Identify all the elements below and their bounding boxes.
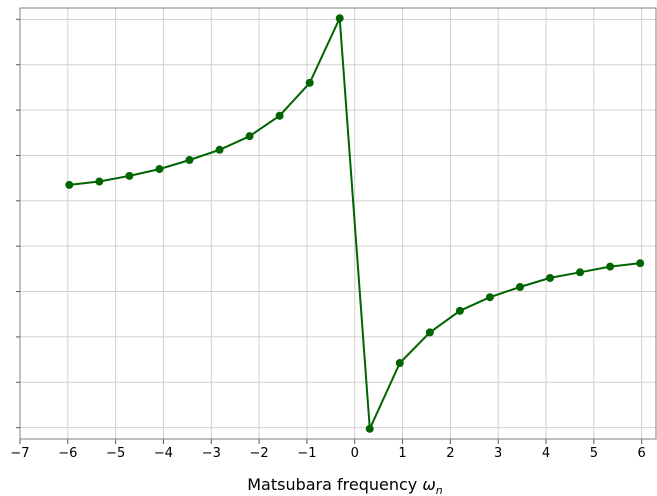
- plot-frame: [19, 7, 657, 440]
- x-tick-label: −7: [10, 446, 29, 461]
- series-line: [69, 14, 641, 430]
- x-tick-label: 0: [351, 446, 359, 461]
- series-layer: [65, 14, 645, 433]
- data-point: [546, 273, 555, 282]
- data-point: [335, 14, 344, 23]
- data-point: [516, 283, 525, 292]
- x-tick-label: −4: [154, 446, 173, 461]
- x-tick-label: 5: [590, 446, 598, 461]
- data-point: [365, 424, 374, 433]
- x-tick-label: −5: [106, 446, 125, 461]
- data-point: [425, 328, 434, 337]
- data-point: [455, 306, 464, 315]
- x-tick-label: 4: [542, 446, 550, 461]
- data-point: [245, 132, 254, 141]
- x-tick-label: −2: [250, 446, 269, 461]
- data-point: [125, 171, 134, 180]
- data-point: [305, 78, 314, 87]
- grid: [19, 8, 656, 439]
- data-point: [485, 293, 494, 302]
- data-point: [275, 111, 284, 120]
- data-point: [65, 180, 74, 189]
- x-tick-label: −3: [202, 446, 221, 461]
- data-point: [95, 177, 104, 186]
- data-point: [155, 165, 164, 174]
- x-tick-label: 3: [494, 446, 502, 461]
- x-tick-label: −6: [58, 446, 77, 461]
- data-point: [185, 155, 194, 164]
- x-axis-title-subscript: n: [436, 484, 443, 496]
- plot-background: [20, 8, 656, 439]
- x-tick-label: −1: [297, 446, 316, 461]
- x-axis-title: Matsubara frequency ωn: [247, 475, 443, 496]
- data-point: [215, 145, 224, 154]
- data-point: [576, 268, 585, 277]
- x-tick-label: 2: [446, 446, 454, 461]
- data-point: [395, 359, 404, 368]
- x-tick-label: 6: [638, 446, 646, 461]
- x-axis-title-main: Matsubara frequency: [247, 475, 422, 494]
- data-point: [636, 259, 645, 268]
- x-tick-label: 1: [398, 446, 406, 461]
- x-axis-ticks: −7 −6 −5 −4 −3 −2 −1 0 1 2 3 4 5 6: [10, 439, 646, 461]
- y-axis-ticks: [16, 18, 20, 429]
- data-point: [606, 262, 615, 271]
- x-axis-title-symbol: ω: [422, 475, 435, 494]
